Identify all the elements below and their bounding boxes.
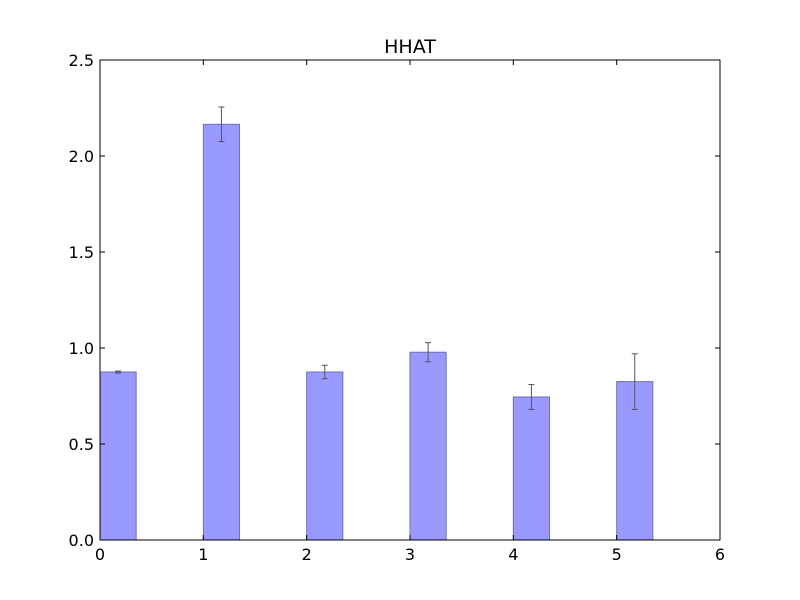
x-tick-label-4: 4	[508, 545, 518, 564]
bar-2	[306, 371, 344, 541]
x-tick-label-2: 2	[302, 545, 312, 564]
bar-0	[99, 371, 137, 541]
y-tick-label-0: 0.0	[69, 531, 94, 550]
y-tick-label-3: 1.5	[69, 243, 94, 262]
x-tick-label-6: 6	[715, 545, 725, 564]
plot-frame	[99, 59, 721, 541]
y-tick-label-4: 2.0	[69, 147, 94, 166]
bars-group	[99, 123, 654, 541]
y-tick-label-1: 0.5	[69, 435, 94, 454]
x-tick-label-5: 5	[612, 545, 622, 564]
y-tick-label-2: 1.0	[69, 339, 94, 358]
x-tick-label-0: 0	[95, 545, 105, 564]
chart-title: HHAT	[384, 36, 436, 58]
tick-labels-group: 0 1 2 3 4 5 6 0.0 0.5 1.0 1.5 2.0 2.5	[69, 51, 726, 564]
bar-1	[202, 123, 240, 541]
bar-3	[409, 351, 447, 541]
error-bars-group	[115, 106, 638, 410]
x-tick-label-3: 3	[405, 545, 415, 564]
bar-4	[512, 396, 550, 541]
x-tick-label-1: 1	[198, 545, 208, 564]
y-tick-label-5: 2.5	[69, 51, 94, 70]
